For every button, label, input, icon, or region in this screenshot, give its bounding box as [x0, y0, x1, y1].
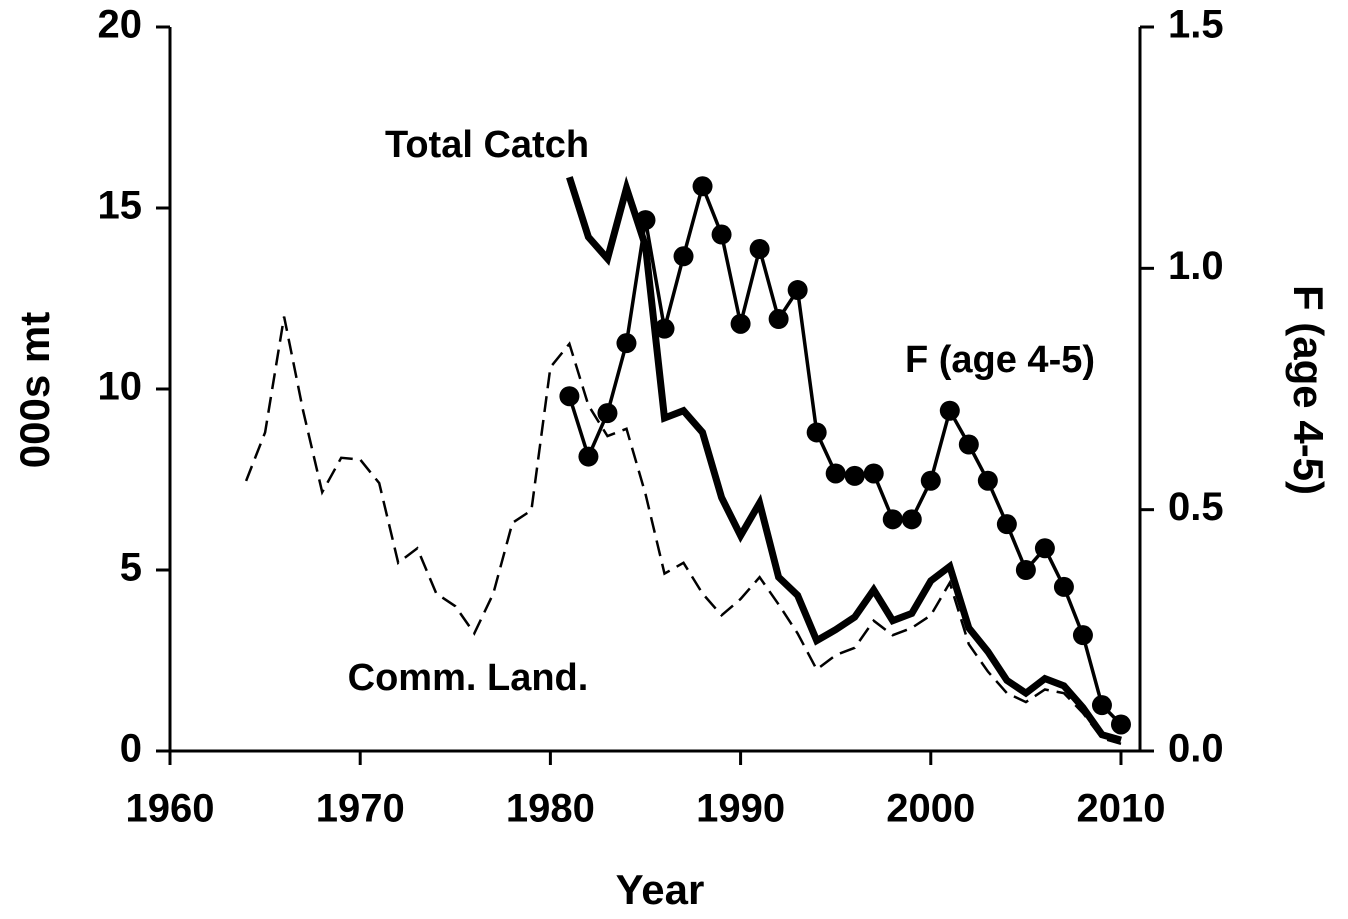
marker: [654, 318, 675, 339]
marker: [1015, 560, 1036, 580]
x-axis-label: Year: [616, 866, 705, 913]
x-tick-label: 1970: [316, 787, 405, 831]
marker: [1110, 714, 1131, 735]
marker: [597, 403, 618, 424]
y-tick-label: 10: [98, 365, 143, 409]
series-line: [244, 316, 1122, 746]
series-line: [567, 180, 1123, 726]
y-axis-label: 000s mt: [11, 312, 58, 468]
y2-tick-label: 0.5: [1168, 485, 1224, 529]
marker: [749, 239, 770, 260]
marker: [578, 446, 599, 467]
y2-tick-label: 1.5: [1168, 3, 1224, 47]
marker: [616, 333, 637, 354]
series-line: [566, 175, 1122, 744]
marker: [768, 309, 789, 330]
series-label: Comm. Land.: [348, 657, 589, 699]
y-tick-label: 0: [120, 727, 142, 771]
marker: [711, 224, 732, 245]
marker: [901, 509, 922, 530]
marker: [939, 400, 960, 421]
marker: [958, 434, 979, 455]
x-tick-label: 2000: [886, 787, 975, 831]
marker: [1091, 695, 1112, 716]
y-tick-label: 20: [98, 3, 143, 47]
marker: [559, 386, 580, 407]
marker: [844, 465, 865, 486]
marker: [1053, 576, 1074, 597]
marker: [692, 176, 713, 197]
x-tick-label: 2010: [1076, 787, 1165, 831]
y-tick-label: 15: [98, 184, 143, 228]
x-tick-label: 1990: [696, 787, 785, 831]
y2-axis-label: F (age 4-5): [1285, 285, 1332, 495]
marker: [996, 514, 1017, 535]
marker: [787, 280, 808, 301]
marker: [863, 463, 884, 484]
marker: [1072, 625, 1093, 646]
x-tick-label: 1980: [506, 787, 595, 831]
marker: [1034, 538, 1055, 559]
marker: [882, 509, 903, 530]
x-tick-label: 1960: [126, 787, 215, 831]
marker: [977, 470, 998, 491]
marker: [825, 463, 846, 484]
series-label: Total Catch: [385, 124, 589, 166]
y-tick-label: 5: [120, 546, 142, 590]
series-label: F (age 4-5): [905, 339, 1095, 381]
marker: [730, 313, 751, 334]
marker: [635, 210, 656, 231]
marker: [806, 422, 827, 443]
marker: [920, 470, 941, 491]
y2-tick-label: 1.0: [1168, 244, 1224, 288]
marker: [673, 246, 694, 267]
y2-tick-label: 0.0: [1168, 727, 1224, 771]
